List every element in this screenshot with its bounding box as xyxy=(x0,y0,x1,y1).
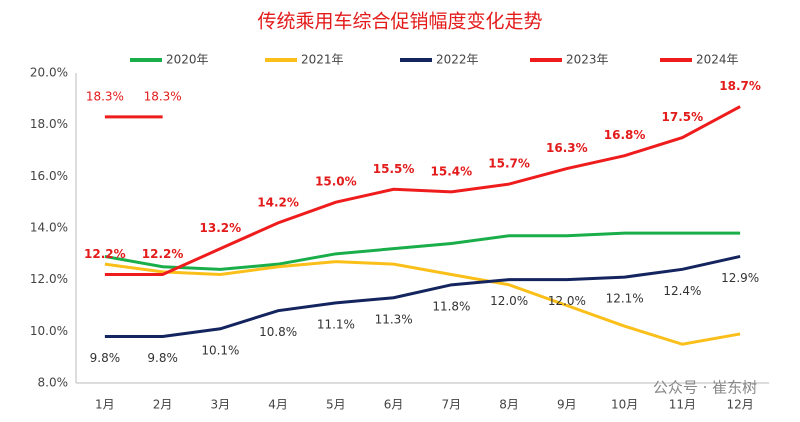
x-tick-label: 3月 xyxy=(211,398,231,412)
series-line xyxy=(104,105,741,276)
legend-label: 2024年 xyxy=(696,53,739,67)
data-label: 18.3% xyxy=(144,89,182,103)
data-label: 18.7% xyxy=(719,79,761,93)
legend-label: 2022年 xyxy=(436,53,479,67)
x-tick-label: 4月 xyxy=(268,398,288,412)
legend-label: 2021年 xyxy=(301,53,344,67)
x-tick-label: 10月 xyxy=(611,398,638,412)
data-label: 12.4% xyxy=(663,284,701,298)
y-tick-label: 8.0% xyxy=(38,376,69,390)
data-label: 16.3% xyxy=(546,141,588,155)
chart-title: 传统乘用车综合促销幅度变化走势 xyxy=(257,11,542,33)
data-label: 12.2% xyxy=(84,247,126,261)
data-label: 16.8% xyxy=(604,128,646,142)
data-label: 10.1% xyxy=(201,343,239,357)
watermark: 公众号 · 崔东树 xyxy=(653,379,757,397)
x-tick-label: 1月 xyxy=(95,398,115,412)
x-tick-label: 6月 xyxy=(384,398,404,412)
series-line xyxy=(104,254,741,338)
data-label: 12.9% xyxy=(721,271,759,285)
data-label: 11.8% xyxy=(432,299,470,313)
data-label: 12.0% xyxy=(548,294,586,308)
data-label: 15.4% xyxy=(431,164,473,178)
data-label: 15.7% xyxy=(488,157,530,171)
x-tick-label: 7月 xyxy=(442,398,462,412)
y-tick-label: 18.0% xyxy=(30,117,68,131)
y-tick-label: 16.0% xyxy=(30,169,68,183)
x-tick-label: 5月 xyxy=(326,398,346,412)
x-tick-label: 12月 xyxy=(726,398,753,412)
x-tick-label: 11月 xyxy=(669,398,696,412)
x-tick-label: 8月 xyxy=(499,398,519,412)
data-label: 12.0% xyxy=(490,294,528,308)
data-label: 10.8% xyxy=(259,325,297,339)
y-tick-label: 10.0% xyxy=(30,324,68,338)
data-label: 15.0% xyxy=(315,175,357,189)
y-tick-label: 14.0% xyxy=(30,221,68,235)
legend-label: 2023年 xyxy=(566,53,609,67)
x-tick-label: 9月 xyxy=(557,398,577,412)
data-label: 11.3% xyxy=(375,312,413,326)
data-label: 17.5% xyxy=(662,110,704,124)
y-tick-label: 20.0% xyxy=(30,66,68,80)
y-tick-label: 12.0% xyxy=(30,272,68,286)
series-line xyxy=(104,231,741,271)
x-tick-label: 2月 xyxy=(153,398,173,412)
data-label: 18.3% xyxy=(86,89,124,103)
series-line xyxy=(104,260,741,346)
data-label: 11.1% xyxy=(317,317,355,331)
data-label: 9.8% xyxy=(147,351,178,365)
data-label: 15.5% xyxy=(373,162,415,176)
data-label: 14.2% xyxy=(257,195,299,209)
data-label: 9.8% xyxy=(90,351,121,365)
data-label: 12.2% xyxy=(142,247,184,261)
legend-label: 2020年 xyxy=(166,53,209,67)
data-label: 13.2% xyxy=(200,221,242,235)
data-label: 12.1% xyxy=(606,292,644,306)
